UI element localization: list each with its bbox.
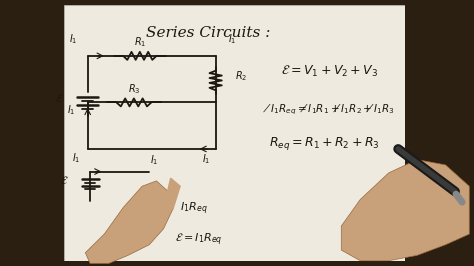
Text: $\mathcal{E} = V_1 + V_2 + V_3$: $\mathcal{E} = V_1 + V_2 + V_3$ (281, 64, 378, 79)
Text: $I_1$: $I_1$ (69, 32, 78, 46)
Bar (0, 0, 474, 5)
Text: $R_{eq} = R_1 + R_2 + R_3$: $R_{eq} = R_1 + R_2 + R_3$ (269, 135, 380, 152)
Text: $R_3$: $R_3$ (128, 82, 140, 95)
Text: $\mathcal{E}$: $\mathcal{E}$ (55, 92, 64, 105)
Text: $I_1 R_{eq}$: $I_1 R_{eq}$ (180, 201, 208, 217)
Text: $I_1$: $I_1$ (72, 151, 80, 165)
Bar (405, 0, 474, 266)
Text: $I_1$: $I_1$ (67, 103, 75, 117)
Polygon shape (85, 181, 173, 263)
Text: $\mathcal{E} = I_1 R_{eq}$: $\mathcal{E} = I_1 R_{eq}$ (175, 231, 223, 248)
Text: $\mathcal{E}$: $\mathcal{E}$ (60, 173, 68, 186)
Text: $\not{I}_1 R_{eq} = \not{I}_1 R_1 + \not{I}_1 R_2 + \not{I}_1 R_3$: $\not{I}_1 R_{eq} = \not{I}_1 R_1 + \not… (264, 101, 395, 117)
Text: $I_1$: $I_1$ (228, 32, 237, 46)
Polygon shape (341, 160, 469, 261)
Text: $I_1$: $I_1$ (202, 152, 210, 166)
Text: $I_1$: $I_1$ (150, 153, 158, 167)
Text: Series Circuits :: Series Circuits : (146, 26, 271, 40)
Polygon shape (164, 178, 180, 209)
Text: $R_1$: $R_1$ (134, 35, 146, 49)
Bar (64, 5, 405, 261)
Bar (0, 261, 474, 266)
Text: $R_2$: $R_2$ (235, 69, 247, 83)
Bar (0, 0, 64, 266)
